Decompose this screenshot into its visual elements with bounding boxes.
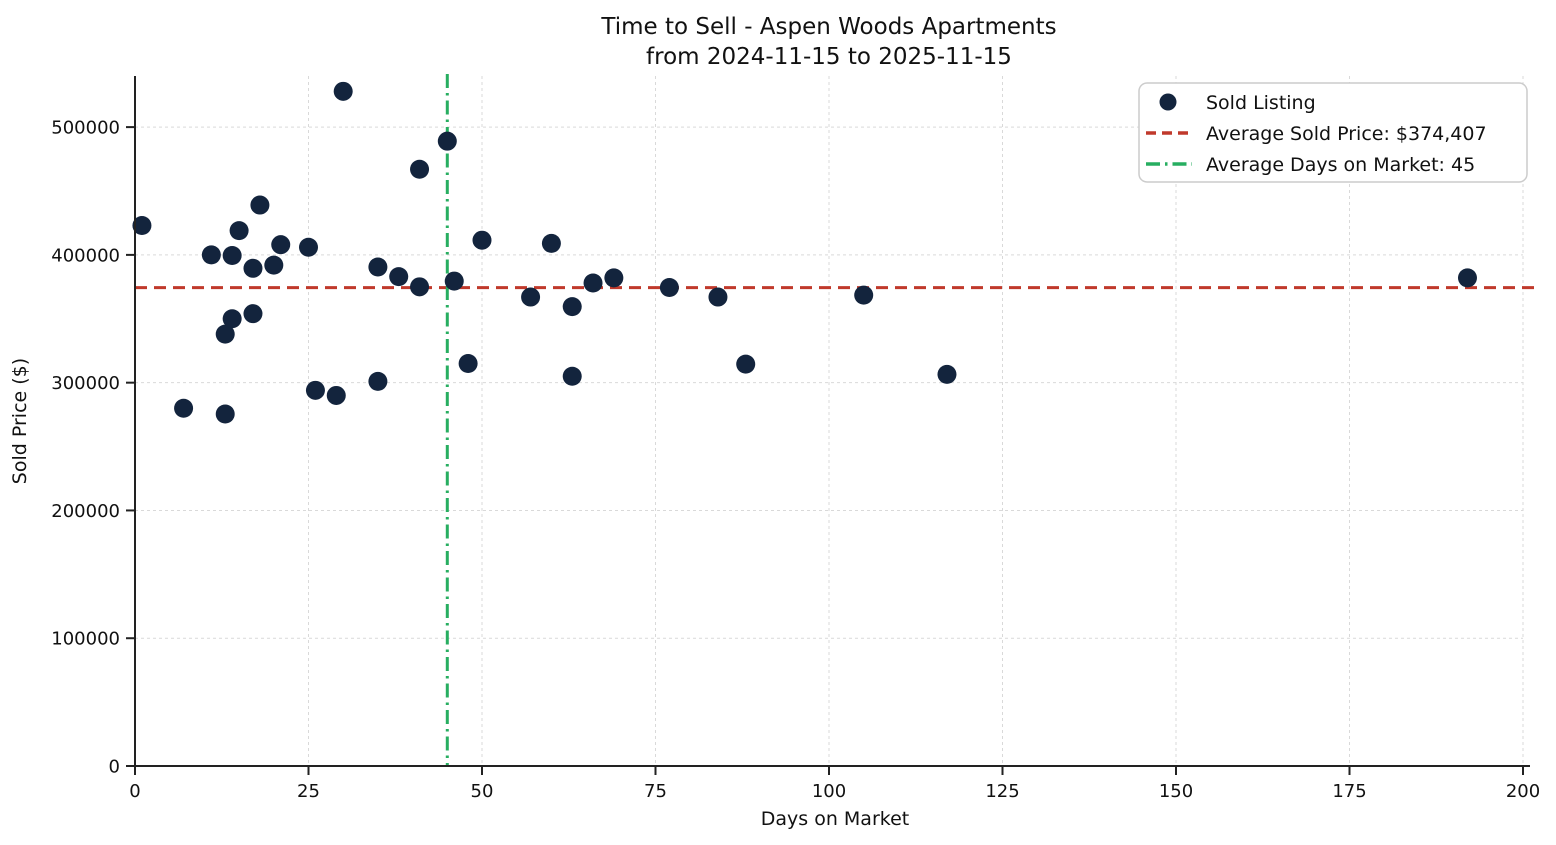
x-tick-label: 200 [1506, 781, 1540, 802]
scatter-point [243, 258, 263, 278]
y-tick-label: 100000 [51, 629, 120, 650]
scatter-point [299, 237, 318, 257]
y-tick-label: 400000 [51, 245, 120, 266]
scatter-point [215, 324, 235, 344]
scatter-point [368, 257, 388, 277]
scatter-points-layer [132, 81, 1477, 424]
scatter-point [604, 268, 624, 288]
scatter-point [458, 354, 478, 373]
scatter-point [659, 277, 679, 297]
scatter-point [201, 245, 221, 265]
scatter-point [243, 304, 263, 324]
legend-label: Sold Listing [1206, 92, 1316, 114]
y-tick-label: 300000 [51, 373, 120, 394]
y-tick-label: 200000 [51, 501, 120, 522]
chart-title-line1: Time to Sell - Aspen Woods Apartments [600, 14, 1056, 40]
scatter-point [521, 287, 541, 307]
scatter-point [1457, 268, 1477, 288]
y-tick-label: 0 [109, 757, 120, 778]
scatter-point [736, 354, 756, 374]
y-ticks: 0 100000 200000 300000 400000 500000 [51, 118, 135, 778]
legend-label: Average Sold Price: $374,407 [1206, 123, 1487, 145]
legend: Sold Listing Average Sold Price: $374,407… [1138, 82, 1528, 183]
scatter-point [222, 309, 242, 329]
scatter-point [472, 230, 492, 250]
axes-layer: 0 25 50 75 100 125 150 175 200 0 100000 200000 3000… [9, 14, 1540, 830]
scatter-point [174, 398, 194, 418]
scatter-point [708, 287, 728, 307]
x-tick-label: 0 [129, 781, 140, 802]
scatter-point [854, 285, 874, 305]
scatter-point [389, 267, 409, 287]
scatter-point [368, 371, 388, 391]
scatter-point [229, 221, 249, 241]
x-tick-label: 50 [471, 781, 494, 802]
x-tick-label: 125 [985, 781, 1019, 802]
scatter-point [132, 216, 152, 235]
legend-marker-dot [1159, 93, 1177, 111]
scatter-point [937, 364, 957, 384]
scatter-point [410, 159, 430, 179]
scatter-point [410, 277, 430, 297]
y-axis-title: Sold Price ($) [9, 358, 31, 484]
scatter-point [583, 273, 603, 293]
scatter-point [264, 255, 284, 275]
reference-lines-layer [135, 74, 1535, 766]
chart-title-line2: from 2024-11-15 to 2025-11-15 [646, 44, 1012, 70]
scatter-point [250, 195, 270, 215]
scatter-point [222, 246, 242, 266]
grid-layer [134, 76, 1524, 767]
scatter-point [215, 404, 235, 424]
x-tick-label: 25 [297, 781, 320, 802]
x-tick-label: 100 [812, 781, 846, 802]
scatter-point [271, 235, 291, 255]
scatter-point [444, 271, 464, 291]
scatter-point [305, 380, 325, 400]
scatter-point [562, 366, 582, 386]
legend-label: Average Days on Market: 45 [1206, 154, 1475, 176]
scatter-point [326, 385, 346, 405]
legend-box [1138, 82, 1528, 183]
x-ticks: 0 25 50 75 100 125 150 175 200 [129, 766, 1540, 802]
scatter-point [333, 81, 353, 101]
scatter-point [541, 233, 561, 253]
scatter-point [562, 297, 582, 317]
scatter-point [437, 131, 457, 151]
x-tick-label: 175 [1332, 781, 1366, 802]
x-tick-label: 150 [1159, 781, 1193, 802]
x-axis-title: Days on Market [761, 808, 909, 830]
x-tick-label: 75 [644, 781, 667, 802]
y-tick-label: 500000 [51, 118, 120, 139]
